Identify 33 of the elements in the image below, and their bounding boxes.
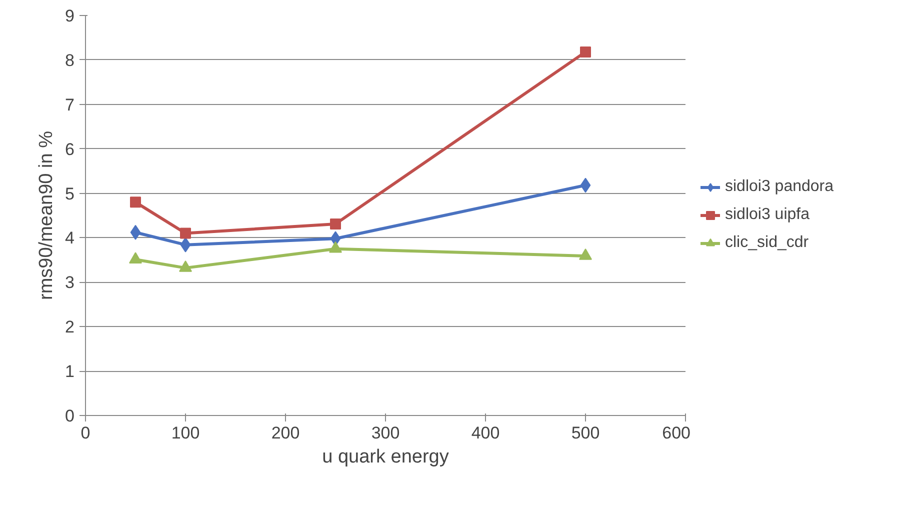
y-tick-label: 3 (65, 273, 75, 292)
y-tick-label: 9 (65, 6, 75, 26)
point (580, 178, 591, 193)
x-tick-label: 100 (171, 424, 200, 442)
x-axis-title: u quark energy (322, 446, 450, 468)
x-tick-label: 0 (80, 424, 90, 442)
point (130, 196, 141, 208)
y-tick-label: 5 (65, 184, 75, 204)
y-tick-label: 6 (65, 140, 75, 159)
point (179, 260, 192, 272)
point (130, 224, 141, 240)
x-tick-label: 400 (471, 424, 500, 442)
x-tick-label: 500 (571, 424, 600, 442)
x-tick-label: 600 (662, 424, 691, 442)
y-tick-label: 1 (65, 362, 75, 382)
y-tick-label: 2 (65, 318, 75, 337)
point (330, 218, 341, 230)
point (580, 46, 591, 58)
y-tick-label: 8 (65, 50, 75, 70)
legend-label: sidloi3 uipfa (725, 206, 810, 224)
x-tick-label: 200 (271, 424, 300, 442)
y-tick-label: 7 (65, 95, 75, 114)
point (579, 248, 592, 260)
y-tick-label: 0 (65, 406, 75, 426)
point (129, 252, 142, 264)
legend-label: clic_sid_cdr (725, 234, 809, 252)
point (180, 228, 191, 239)
x-tick-label: 300 (371, 424, 400, 442)
legend-label: sidloi3 pandora (725, 178, 834, 196)
point (329, 241, 342, 253)
y-axis-title: rms90/mean90 in % (36, 130, 58, 300)
point (180, 237, 191, 252)
y-tick-label: 4 (65, 228, 75, 248)
